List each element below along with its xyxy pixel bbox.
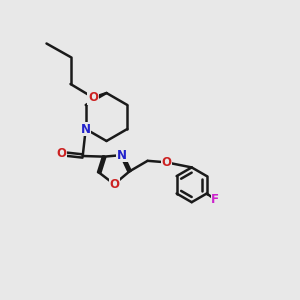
Text: F: F — [211, 193, 219, 206]
Text: O: O — [88, 91, 98, 104]
Text: O: O — [56, 147, 66, 160]
Text: O: O — [161, 156, 171, 169]
Text: N: N — [117, 148, 127, 162]
Text: O: O — [109, 178, 119, 191]
Text: N: N — [81, 122, 91, 136]
